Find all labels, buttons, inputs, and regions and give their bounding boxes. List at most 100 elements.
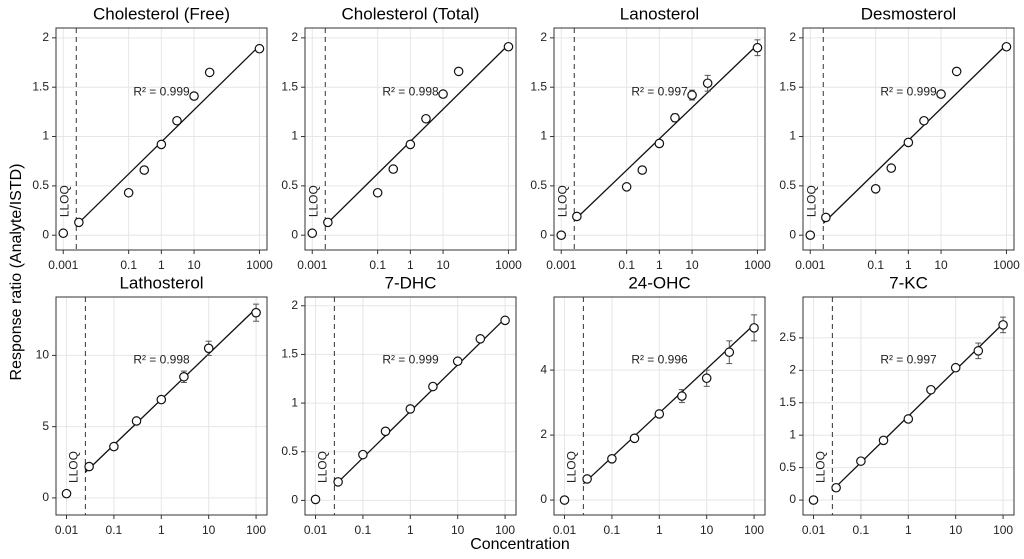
fit-line (75, 45, 260, 226)
y-tick-label: 0 (540, 492, 547, 506)
x-tick-label: 1 (656, 523, 663, 537)
r-squared: R² = 0.996 (631, 352, 688, 366)
y-tick-label: 0 (789, 227, 796, 241)
x-tick-label: 1000 (993, 258, 1020, 272)
x-tick-label: 0.001 (48, 258, 78, 272)
x-tick-label: 1 (905, 523, 912, 537)
x-tick-label: 0.1 (604, 523, 621, 537)
y-tick-label: 1.5 (281, 79, 298, 93)
data-point (749, 323, 759, 333)
data-point (503, 41, 514, 52)
data-point (654, 138, 665, 149)
y-tick-label: 0.5 (32, 178, 49, 192)
r-squared: R² = 0.998 (382, 85, 439, 99)
data-point (903, 137, 914, 148)
data-point (973, 346, 984, 356)
y-tick-label: 2.5 (779, 330, 796, 344)
data-point (629, 433, 640, 444)
y-tick-label: 2 (540, 427, 547, 441)
data-point (886, 163, 897, 173)
fit-line (573, 44, 758, 221)
x-tick-label: 0.1 (369, 258, 386, 272)
lloq-label: LLOQ (565, 451, 579, 483)
data-point (654, 409, 665, 419)
r-squared: R² = 0.997 (880, 352, 937, 366)
data-point (670, 112, 680, 123)
x-tick-label: 0.001 (297, 258, 327, 272)
r-squared: R² = 0.998 (133, 352, 190, 366)
y-axis-label: Response ratio (Analyte/ISTD) (8, 164, 25, 381)
x-tick-label: 0.1 (120, 258, 137, 272)
panel-title: 7-KC (889, 273, 928, 292)
data-point (870, 184, 881, 194)
plot-frame (304, 296, 517, 516)
y-tick-label: 1.5 (32, 79, 49, 93)
x-tick-label: 0.1 (618, 258, 635, 272)
data-point (172, 115, 182, 126)
data-point (453, 66, 464, 77)
y-tick-label: 0 (291, 493, 298, 507)
y-tick-label: 1 (789, 129, 796, 143)
y-tick-label: 0.5 (530, 178, 547, 192)
y-tick-label: 5 (42, 419, 49, 433)
data-point (109, 441, 119, 452)
data-point (452, 356, 463, 367)
lloq-label: LLOQ (804, 185, 818, 217)
data-point (405, 404, 416, 414)
x-tick-label: 0.01 (55, 523, 79, 537)
y-tick-label: 0 (789, 492, 796, 506)
data-point (701, 373, 712, 384)
data-point (752, 42, 763, 53)
r-squared: R² = 0.999 (382, 352, 439, 366)
data-point (559, 495, 570, 505)
x-tick-label: 1 (158, 523, 165, 537)
data-point (74, 217, 84, 228)
r-squared: R² = 0.999 (133, 85, 190, 99)
x-tick-label: 100 (246, 523, 266, 537)
data-point (388, 164, 399, 174)
y-tick-label: 2 (789, 362, 796, 376)
data-point (926, 384, 936, 395)
data-point (950, 362, 961, 373)
r-squared: R² = 0.999 (880, 85, 937, 99)
y-tick-label: 1 (540, 129, 547, 143)
lloq-label: LLOQ (306, 185, 320, 217)
panel-title: Cholesterol (Total) (342, 4, 480, 23)
x-tick-label: 1000 (495, 258, 522, 272)
y-tick-label: 0 (540, 227, 547, 241)
x-tick-label: 10 (685, 258, 699, 272)
data-point (556, 230, 567, 240)
r-squared: R² = 0.997 (631, 85, 688, 99)
y-tick-label: 2 (42, 30, 49, 44)
plot-frame (55, 27, 268, 251)
plot-frame (55, 296, 268, 516)
data-point (687, 90, 697, 100)
data-point (405, 139, 416, 150)
panel-title: Lanosterol (620, 4, 699, 23)
x-tick-label: 10 (436, 258, 450, 272)
panel-title: 7-DHC (385, 273, 437, 292)
data-point (951, 66, 962, 77)
y-tick-label: 1.5 (779, 395, 796, 409)
y-tick-label: 0.5 (281, 178, 298, 192)
x-tick-label: 1 (158, 258, 165, 272)
y-tick-label: 1 (291, 129, 298, 143)
x-tick-label: 10 (187, 258, 201, 272)
y-tick-label: 0.5 (779, 178, 796, 192)
data-point (421, 113, 431, 124)
panel-title: Desmosterol (861, 4, 956, 23)
x-tick-label: 10 (700, 523, 714, 537)
data-point (677, 391, 687, 401)
y-tick-label: 0.5 (779, 460, 796, 474)
x-tick-label: 0.01 (553, 523, 577, 537)
x-tick-label: 0.1 (867, 258, 884, 272)
x-tick-label: 0.1 (106, 523, 123, 537)
data-point (572, 211, 582, 222)
data-point (123, 187, 134, 198)
data-point (156, 139, 167, 150)
data-point (139, 165, 150, 175)
data-point (621, 182, 632, 192)
data-point (58, 228, 69, 239)
lloq-label: LLOQ (555, 185, 569, 217)
data-point (251, 307, 261, 318)
